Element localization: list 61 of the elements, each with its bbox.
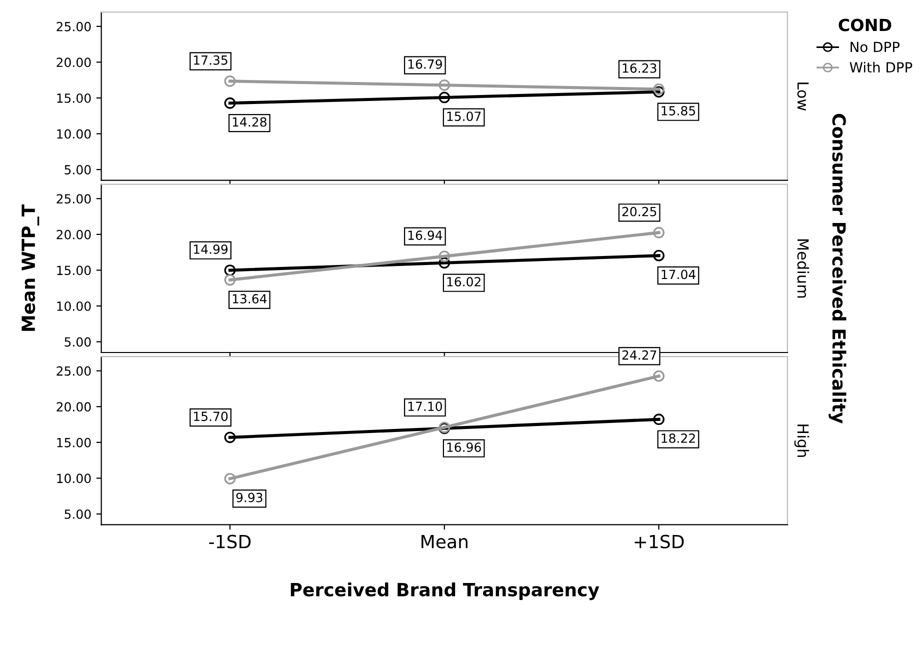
y-tick-label: 15.00 (57, 438, 91, 448)
legend-label: No DPP (850, 42, 900, 52)
y-axis-title: Mean WTP_T (22, 204, 40, 331)
y2-axis-title: Medium (797, 239, 810, 298)
point (653, 414, 664, 426)
y-tick-label: 20.00 (56, 402, 91, 412)
data-label: 18.22 (662, 433, 695, 443)
data-label: 13.64 (232, 294, 267, 304)
text: Consumer Perceived Ethicality (828, 114, 846, 424)
data-label: 15.70 (194, 412, 228, 422)
y-tick-label: 5.00 (64, 165, 91, 174)
data-label: 16.96 (447, 442, 481, 452)
data-label: 14.28 (232, 117, 266, 127)
data-label: 9.93 (236, 492, 262, 502)
y-tick-label: 25.00 (56, 194, 91, 204)
data-label: 24.27 (622, 350, 656, 360)
point (224, 97, 236, 109)
point (224, 75, 236, 87)
y-tick-label: 15.00 (57, 266, 91, 276)
data-label: 16.94 (408, 230, 442, 240)
data-label: 20.25 (622, 206, 656, 216)
y-tick-label: 10.00 (57, 129, 91, 139)
y-tick-label: 20.00 (56, 230, 91, 240)
data-label: 16.02 (447, 277, 480, 286)
point (224, 432, 236, 444)
y-tick-label: 5.00 (64, 509, 91, 519)
data-label: 16.23 (622, 63, 656, 73)
y-tick-label: 5.00 (64, 337, 91, 347)
y-tick-label: 15.00 (57, 93, 91, 103)
data-label: 15.85 (662, 106, 696, 116)
point (224, 274, 236, 286)
legend-title: COND (838, 18, 892, 32)
data-label: 15.07 (447, 112, 481, 122)
y-tick-label: 25.00 (56, 366, 91, 376)
point (438, 257, 450, 269)
data-label: 17.04 (662, 270, 696, 280)
point (653, 86, 664, 98)
x-tick-label: Mean (422, 535, 468, 548)
point (653, 226, 664, 238)
point (224, 473, 236, 484)
x-tick-label: -1SD (209, 534, 251, 548)
x-tick-label: +1SD (634, 534, 684, 548)
y-tick-label: 10.00 (57, 474, 91, 484)
point (653, 370, 664, 382)
y-tick-label: 25.00 (56, 22, 91, 32)
y-tick-label: 20.00 (56, 58, 91, 68)
y2-axis-title: Low (797, 82, 809, 111)
point (224, 264, 236, 276)
legend-label: With DPP (850, 62, 912, 72)
data-label: 17.35 (194, 55, 228, 65)
data-label: 16.79 (408, 59, 442, 69)
point (438, 250, 450, 262)
point (653, 250, 664, 262)
y2-axis-title: High (794, 424, 810, 457)
point (438, 92, 450, 104)
point (653, 83, 664, 95)
y-tick-label: 10.00 (57, 301, 91, 311)
data-label: 14.99 (194, 244, 228, 254)
point (438, 79, 450, 91)
data-label: 17.10 (408, 402, 442, 412)
x-axis-title: Perceived Brand Transparency (290, 582, 600, 600)
